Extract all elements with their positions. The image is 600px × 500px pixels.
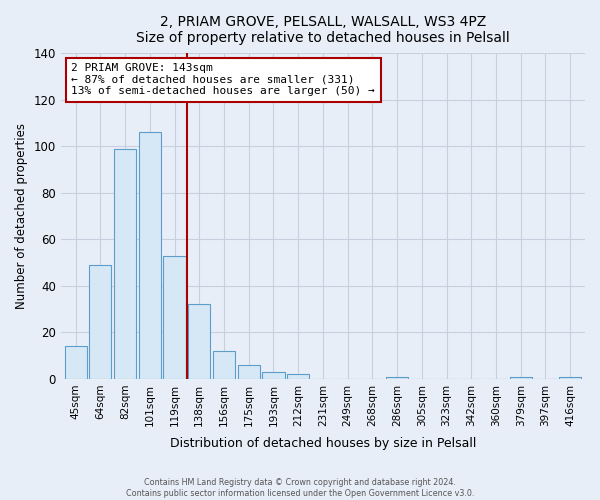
Title: 2, PRIAM GROVE, PELSALL, WALSALL, WS3 4PZ
Size of property relative to detached : 2, PRIAM GROVE, PELSALL, WALSALL, WS3 4P… (136, 15, 510, 45)
Bar (213, 351, 235, 379)
X-axis label: Distribution of detached houses by size in Pelsall: Distribution of detached houses by size … (170, 437, 476, 450)
Text: 2 PRIAM GROVE: 143sqm
← 87% of detached houses are smaller (331)
13% of semi-det: 2 PRIAM GROVE: 143sqm ← 87% of detached … (71, 63, 375, 96)
Bar (559, 376, 581, 379)
Bar (386, 376, 408, 379)
Bar (188, 304, 211, 379)
Bar (287, 374, 309, 379)
Bar (163, 256, 185, 379)
Bar (238, 365, 260, 379)
Text: Contains HM Land Registry data © Crown copyright and database right 2024.
Contai: Contains HM Land Registry data © Crown c… (126, 478, 474, 498)
Bar (89, 265, 112, 379)
Y-axis label: Number of detached properties: Number of detached properties (15, 123, 28, 309)
Bar (65, 346, 87, 379)
Bar (509, 376, 532, 379)
Bar (139, 132, 161, 379)
Bar (114, 148, 136, 379)
Bar (262, 372, 284, 379)
